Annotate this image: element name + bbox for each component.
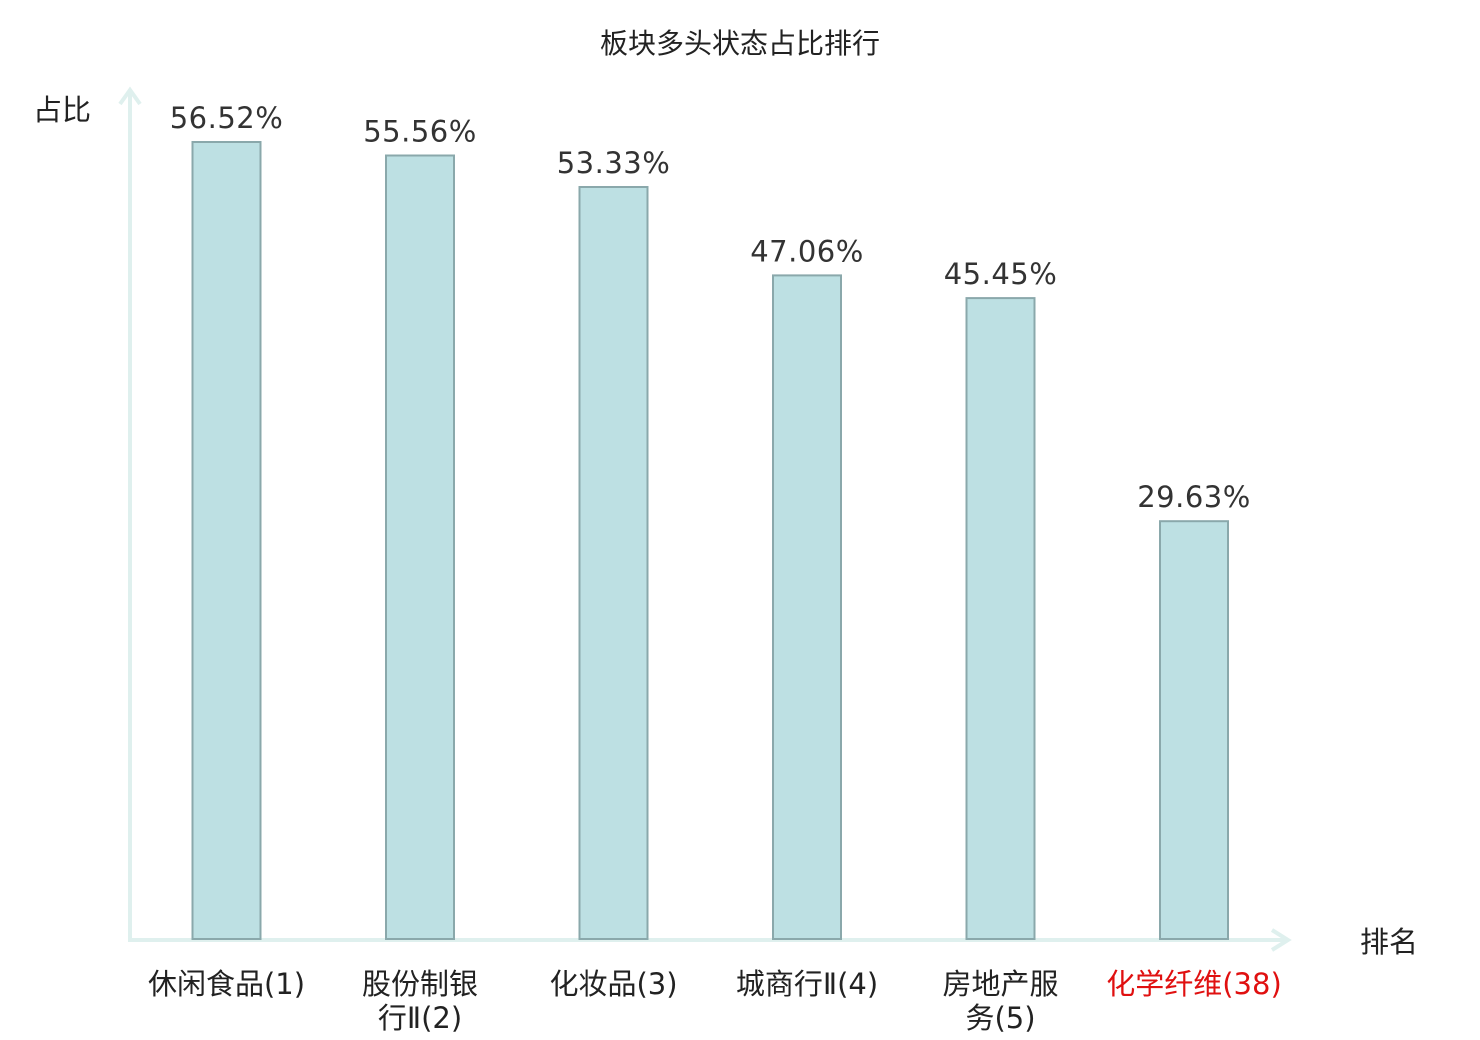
chart-title: 板块多头状态占比排行 — [600, 27, 880, 60]
category-label-6: 化学纤维(38) — [1106, 967, 1282, 1001]
bar-3 — [578, 186, 649, 940]
y-axis-arrow-icon — [118, 86, 142, 106]
category-label-4: 城商行Ⅱ(4) — [736, 967, 878, 1001]
value-label-5: 45.45% — [944, 257, 1058, 291]
value-label-4: 47.06% — [750, 234, 864, 268]
category-label-3: 化妆品(3) — [549, 967, 677, 1001]
category-label-1: 休闲食品(1) — [148, 967, 305, 1001]
value-label-2: 55.56% — [363, 115, 477, 149]
x-axis-arrow-icon — [1270, 928, 1292, 952]
value-label-1: 56.52% — [170, 101, 284, 135]
category-labels-group: 休闲食品(1) 股份制银行Ⅱ(2) 化妆品(3) 城商行Ⅱ(4) 房地产服务(5) 化学纤… — [148, 967, 1282, 1035]
bar-2 — [385, 154, 455, 940]
bar-5 — [965, 297, 1036, 941]
value-labels-group: 56.52% 55.56% 53.33% 47.06% 45.45% 29.63% — [170, 101, 1251, 514]
value-label-3: 53.33% — [557, 146, 671, 180]
bar-6 — [1159, 520, 1229, 940]
bar-1 — [191, 141, 262, 940]
value-label-6: 29.63% — [1137, 480, 1251, 514]
x-axis-label: 排名 — [1360, 925, 1418, 959]
y-axis-label: 占比 — [33, 93, 91, 127]
category-label-2: 股份制银行Ⅱ(2) — [362, 967, 478, 1035]
bars-group — [191, 141, 1229, 941]
bar-4 — [772, 274, 842, 940]
category-label-5: 房地产服务(5) — [942, 967, 1058, 1035]
axes — [118, 86, 1292, 952]
